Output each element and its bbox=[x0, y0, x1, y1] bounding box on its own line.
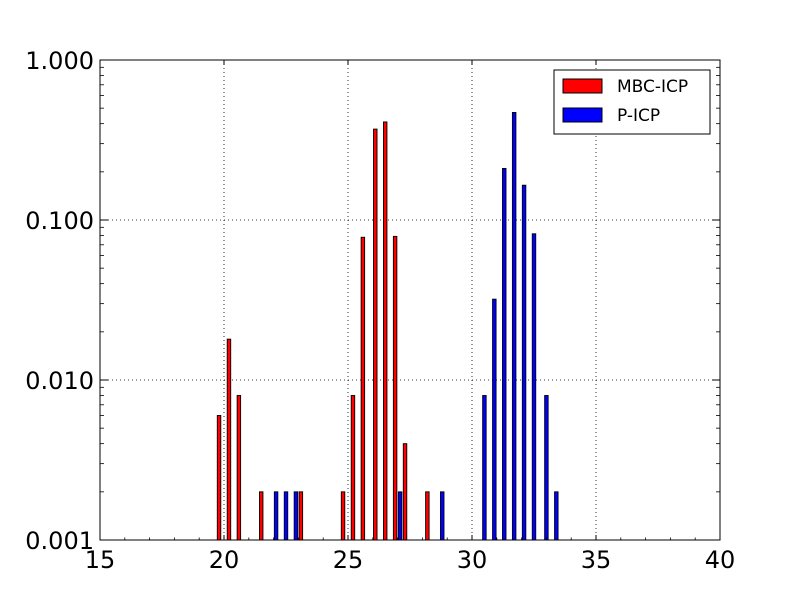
bar-p-icp bbox=[397, 491, 403, 541]
grid bbox=[100, 60, 720, 540]
bar-mbc-icp bbox=[383, 121, 388, 541]
bar-mbc-icp bbox=[373, 128, 378, 541]
legend-swatch-p-icp bbox=[562, 107, 603, 123]
legend: MBC-ICP P-ICP bbox=[553, 69, 711, 135]
bar-mbc-icp bbox=[350, 395, 356, 541]
x-tick-label: 25 bbox=[333, 546, 364, 574]
bar-p-icp bbox=[440, 491, 445, 541]
x-tick-label: 35 bbox=[581, 546, 612, 574]
bar-mbc-icp bbox=[236, 395, 242, 541]
bar-p-icp bbox=[482, 395, 487, 541]
legend-label-p-icp: P-ICP bbox=[617, 106, 660, 126]
plot-frame bbox=[99, 59, 721, 541]
bar-p-icp bbox=[521, 184, 527, 541]
bar-mbc-icp bbox=[402, 443, 408, 541]
bar-p-icp bbox=[283, 491, 289, 541]
bar-mbc-icp bbox=[425, 491, 430, 541]
bar-mbc-icp bbox=[360, 236, 366, 541]
x-tick-label: 30 bbox=[457, 546, 488, 574]
bar-mbc-icp bbox=[259, 491, 264, 541]
bar-p-icp bbox=[273, 491, 279, 541]
y-tick-label: 0.001 bbox=[25, 527, 94, 555]
bar-p-icp bbox=[544, 395, 549, 541]
bar-p-icp bbox=[531, 233, 537, 541]
bars bbox=[216, 112, 559, 541]
x-tick-labels: 15 20 25 30 35 40 bbox=[85, 546, 736, 574]
bar-mbc-icp bbox=[298, 491, 304, 541]
x-tick-label: 40 bbox=[705, 546, 736, 574]
y-tick-labels: 0.001 0.010 0.100 1.000 bbox=[25, 47, 94, 555]
bar-mbc-icp bbox=[340, 491, 346, 541]
bar-p-icp bbox=[502, 167, 507, 541]
bar-p-icp bbox=[554, 491, 559, 541]
bar-mbc-icp bbox=[392, 235, 398, 541]
bar-p-icp bbox=[492, 298, 497, 541]
ticks bbox=[99, 59, 721, 541]
legend-label-mbc-icp: MBC-ICP bbox=[617, 77, 688, 97]
y-tick-label: 0.010 bbox=[25, 367, 94, 395]
bar-p-icp bbox=[511, 112, 517, 541]
legend-swatch-mbc-icp bbox=[562, 78, 603, 94]
bar-p-icp bbox=[293, 491, 299, 541]
y-tick-label: 1.000 bbox=[25, 47, 94, 75]
bar-mbc-icp bbox=[226, 338, 232, 541]
x-tick-label: 15 bbox=[85, 546, 116, 574]
x-tick-label: 20 bbox=[209, 546, 240, 574]
bar-mbc-icp bbox=[216, 415, 222, 541]
y-tick-label: 0.100 bbox=[25, 207, 94, 235]
